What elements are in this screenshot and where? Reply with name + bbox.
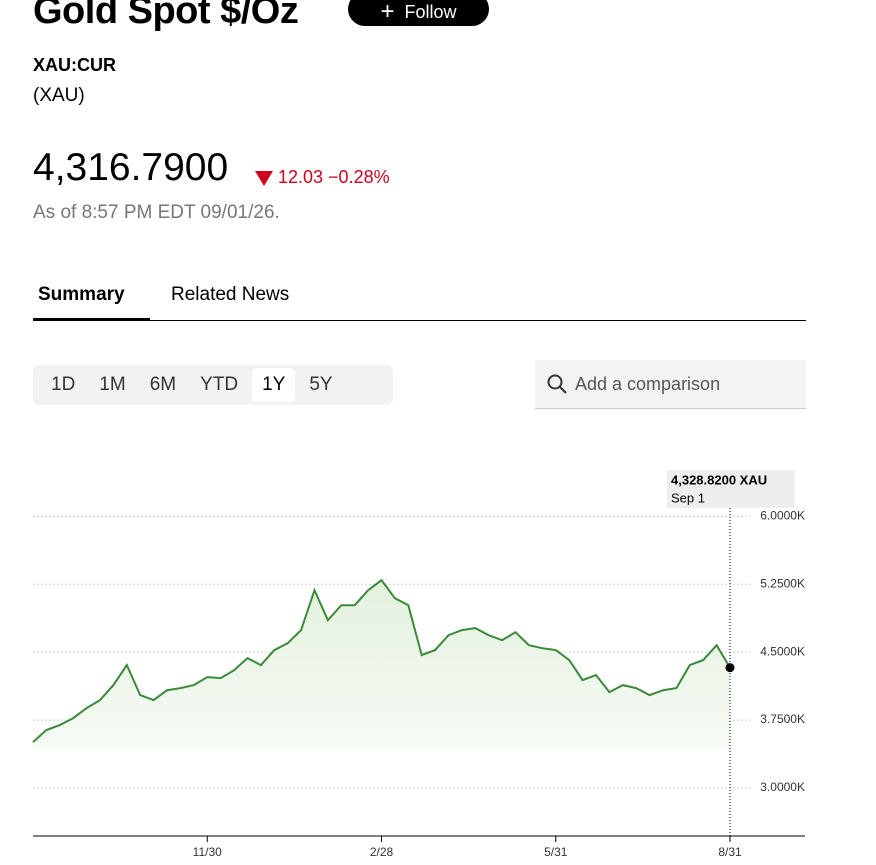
change: 12.03 −0.28% [255, 167, 390, 188]
search-icon [547, 374, 567, 394]
y-tick-label-bg [750, 508, 806, 525]
area-fill [33, 580, 730, 750]
tab[interactable]: Related News [171, 284, 290, 305]
range-button[interactable]: 6M [149, 374, 177, 395]
y-tick-label-bg [750, 712, 806, 729]
y-tick-label: 6.0000K [760, 508, 805, 522]
tabs: Summary Related News [33, 282, 806, 321]
range-button[interactable]: 1M [99, 374, 126, 395]
as-of: As of 8:57 PM EDT 09/01/26. [33, 202, 280, 223]
range-button[interactable]: YTD [200, 374, 239, 395]
last-point [725, 663, 735, 673]
change-percent: −0.28% [328, 167, 390, 187]
y-tick-label: 5.2500K [760, 576, 805, 590]
price-line [32, 578, 731, 743]
range-button[interactable]: 5Y [309, 374, 333, 395]
range-button[interactable]: 1D [51, 374, 76, 395]
tab[interactable]: Summary [33, 284, 150, 321]
y-tick-label: 4.5000K [760, 644, 805, 658]
x-tick-label: 2/28 [370, 845, 394, 859]
y-tick-label-bg [750, 576, 806, 593]
range-button[interactable]: 1Y [252, 368, 296, 402]
x-tick-label: 11/30 [193, 845, 222, 859]
search-placeholder: Add a comparison [575, 373, 721, 394]
y-tick-label-bg [750, 644, 806, 661]
ticker: XAU:CUR [33, 55, 116, 75]
y-tick-label-bg [750, 779, 806, 796]
tooltip-value: 4,328.8200 XAU [671, 472, 767, 487]
range-selector: 1D 1M 6M YTD 1Y 5Y [33, 365, 393, 405]
search-box[interactable]: Add a comparison [535, 360, 806, 409]
plus-icon: + [380, 0, 395, 25]
x-tick-label: 8/31 [718, 845, 742, 859]
title: Gold Spot $/Oz [33, 0, 299, 32]
price: 4,316.7900 [33, 146, 229, 189]
y-tick-label: 3.0000K [760, 780, 805, 794]
x-tick-label: 5/31 [544, 845, 568, 859]
tooltip [667, 470, 795, 508]
change-value: 12.03 [278, 167, 324, 187]
down-arrow [255, 170, 273, 186]
tooltip-date: Sep 1 [671, 490, 705, 505]
short-name: (XAU) [33, 85, 85, 106]
follow-button[interactable]: + Follow [348, 0, 489, 26]
follow-label: Follow [404, 1, 457, 22]
y-tick-label: 3.7500K [760, 712, 805, 726]
